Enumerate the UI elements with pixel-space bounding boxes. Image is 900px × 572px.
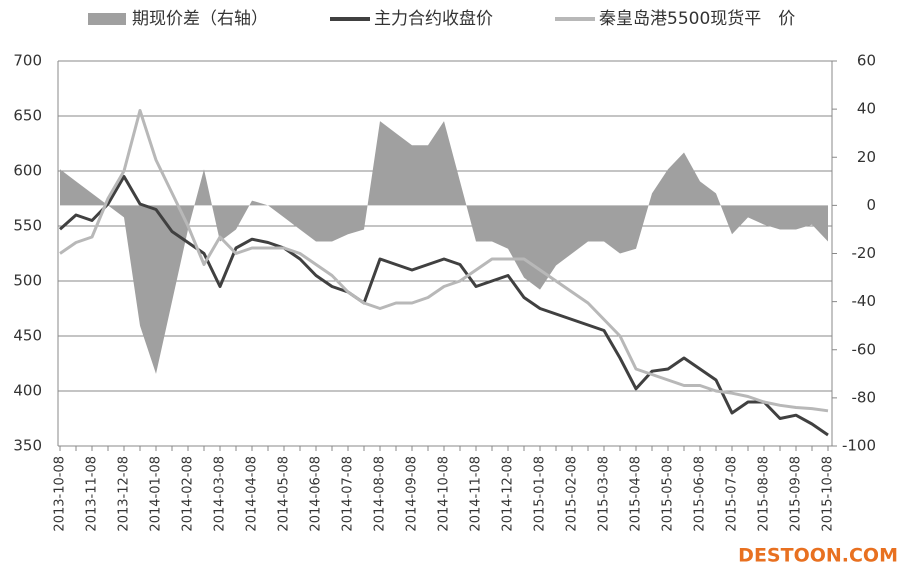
x-tick-label: 2014-06-08 [309, 456, 324, 532]
x-tick-label: 2013-11-08 [85, 456, 100, 532]
x-tick-label: 2015-09-08 [789, 456, 804, 532]
y2-tick-label: -80 [852, 388, 877, 406]
legend-swatch [88, 13, 126, 25]
y-tick-label: 400 [13, 382, 42, 400]
y2-tick-label: 60 [857, 52, 876, 70]
legend-label: 期现价差（右轴） [132, 9, 268, 29]
watermark: DESTOON.COM [738, 545, 898, 567]
x-tick-label: 2014-08-08 [373, 456, 388, 532]
legend-label: 秦皇岛港5500现货平 价 [599, 9, 795, 29]
x-tick-label: 2014-11-08 [469, 456, 484, 532]
y-tick-label: 700 [13, 52, 42, 70]
x-tick-label: 2015-10-08 [821, 456, 836, 532]
x-tick-label: 2014-10-08 [437, 456, 452, 532]
x-tick-label: 2015-02-08 [565, 456, 580, 532]
x-tick-label: 2013-12-08 [117, 456, 132, 532]
x-tick-label: 2014-01-08 [149, 456, 164, 532]
x-tick-label: 2015-03-08 [597, 456, 612, 532]
line [59, 109, 829, 413]
x-tick-label: 2014-07-08 [341, 456, 356, 532]
y-tick-label: 350 [13, 437, 42, 455]
area [60, 121, 828, 374]
line [59, 175, 829, 437]
x-tick-label: 2014-03-08 [213, 456, 228, 532]
x-tick-label: 2015-04-08 [629, 456, 644, 532]
x-tick-label: 2014-12-08 [501, 456, 516, 532]
y-tick-label: 650 [13, 107, 42, 125]
x-tick-label: 2014-05-08 [277, 456, 292, 532]
y2-tick-label: 20 [857, 148, 876, 166]
x-tick-label: 2014-02-08 [181, 456, 196, 532]
x-tick-label: 2015-06-08 [693, 456, 708, 532]
x-tick-label: 2015-08-08 [757, 456, 772, 532]
y2-tick-label: -40 [852, 292, 877, 310]
x-tick-label: 2015-07-08 [725, 456, 740, 532]
x-tick-label: 2014-09-08 [405, 456, 420, 532]
y-tick-label: 550 [13, 217, 42, 235]
y2-tick-label: 40 [857, 100, 876, 118]
y-tick-label: 500 [13, 272, 42, 290]
x-tick-label: 2013-10-08 [53, 456, 68, 532]
y2-tick-label: -20 [852, 244, 877, 262]
y2-tick-label: 0 [866, 196, 876, 214]
y2-tick-label: -60 [852, 340, 877, 358]
x-tick-label: 2015-01-08 [533, 456, 548, 532]
legend-label: 主力合约收盘价 [374, 9, 493, 29]
y2-tick-label: -100 [842, 437, 876, 455]
x-tick-label: 2014-04-08 [245, 456, 260, 532]
y-tick-label: 600 [13, 162, 42, 180]
y-tick-label: 450 [13, 327, 42, 345]
x-tick-label: 2015-05-08 [661, 456, 676, 532]
